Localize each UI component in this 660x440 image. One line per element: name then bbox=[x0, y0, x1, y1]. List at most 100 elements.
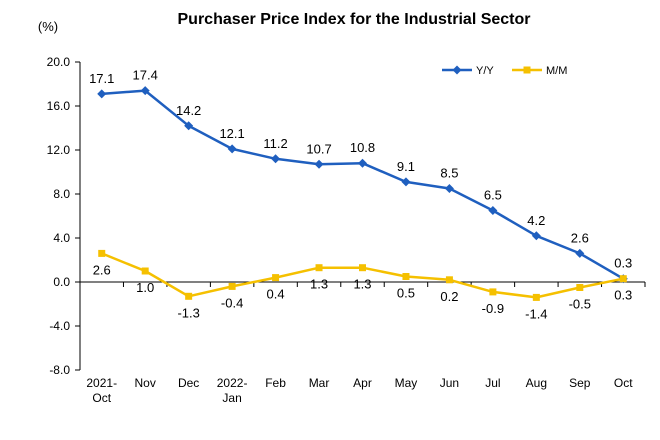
y-tick-label: 20.0 bbox=[47, 55, 71, 69]
y-tick-label: 8.0 bbox=[53, 187, 70, 201]
data-label: 10.8 bbox=[350, 140, 375, 155]
data-point-yy bbox=[452, 65, 462, 75]
y-tick-label: -4.0 bbox=[49, 319, 70, 333]
x-tick-label-line: Jan bbox=[222, 391, 241, 405]
x-tick-label: Nov bbox=[135, 376, 156, 390]
data-label: 6.5 bbox=[484, 188, 502, 203]
legend-item: M/M bbox=[512, 65, 567, 77]
data-point-mm bbox=[98, 249, 106, 257]
x-tick-label: Jul bbox=[485, 376, 500, 390]
data-point-yy bbox=[358, 158, 367, 168]
x-tick-label-line: May bbox=[395, 376, 418, 390]
x-tick-label: 2022-Jan bbox=[217, 376, 248, 405]
x-tick-label: Jun bbox=[440, 376, 459, 390]
data-point-yy bbox=[488, 206, 498, 215]
x-tick-label: Feb bbox=[265, 376, 286, 390]
data-label: 12.1 bbox=[219, 126, 244, 141]
x-tick-label-line: Mar bbox=[309, 376, 330, 390]
x-tick-label-line: Jul bbox=[485, 376, 500, 390]
data-label: -1.4 bbox=[525, 306, 547, 321]
data-label: -0.9 bbox=[482, 301, 504, 316]
axes: 20.016.012.08.04.00.0-4.0-8.02021-OctNov… bbox=[47, 55, 646, 405]
data-label: 1.3 bbox=[353, 277, 371, 292]
x-tick-label: Sep bbox=[569, 376, 591, 390]
data-label: -0.4 bbox=[221, 295, 243, 310]
data-label: 2.6 bbox=[571, 230, 589, 245]
data-label: 17.1 bbox=[89, 71, 114, 86]
chart-title: Purchaser Price Index for the Industrial… bbox=[178, 11, 531, 28]
data-point-yy bbox=[314, 159, 324, 169]
x-tick-label-line: 2021- bbox=[86, 376, 117, 390]
data-point-mm bbox=[576, 284, 584, 291]
x-tick-label-line: Sep bbox=[569, 376, 591, 390]
x-tick-label: Dec bbox=[178, 376, 199, 390]
x-tick-label-line: Aug bbox=[526, 376, 547, 390]
data-label: 1.3 bbox=[310, 277, 328, 292]
x-tick-label: Aug bbox=[526, 376, 547, 390]
x-tick-label: 2021-Oct bbox=[86, 376, 117, 405]
x-tick-label-line: 2022- bbox=[217, 376, 248, 390]
data-point-mm bbox=[315, 264, 323, 272]
legend: Y/Y M/M bbox=[442, 65, 567, 77]
x-tick-label: Apr bbox=[353, 376, 372, 390]
data-label: 0.4 bbox=[267, 287, 285, 302]
x-tick-label: Mar bbox=[309, 376, 330, 390]
data-point-yy bbox=[184, 121, 194, 131]
x-tick-label-line: Oct bbox=[92, 391, 111, 405]
data-label: 17.4 bbox=[133, 68, 158, 83]
data-point-yy bbox=[97, 89, 107, 99]
data-point-mm bbox=[272, 274, 280, 282]
x-tick-label-line: Dec bbox=[178, 376, 199, 390]
data-label: 4.2 bbox=[527, 213, 545, 228]
data-point-mm bbox=[619, 275, 627, 283]
data-point-mm bbox=[532, 293, 540, 301]
data-label: 0.5 bbox=[397, 286, 415, 301]
y-tick-label: 16.0 bbox=[47, 99, 71, 113]
x-tick-label-line: Oct bbox=[614, 376, 633, 390]
data-label: 10.7 bbox=[306, 141, 331, 156]
y-axis-unit: (%) bbox=[38, 19, 58, 34]
data-point-yy bbox=[575, 248, 585, 258]
data-label: 0.2 bbox=[440, 289, 458, 304]
legend-label: M/M bbox=[546, 65, 567, 77]
x-tick-label-line: Nov bbox=[135, 376, 156, 390]
legend-label: Y/Y bbox=[476, 65, 494, 77]
data-point-mm bbox=[359, 264, 366, 272]
data-point-mm bbox=[402, 273, 410, 280]
data-point-mm bbox=[523, 66, 531, 74]
data-point-mm bbox=[445, 276, 453, 284]
data-point-yy bbox=[531, 231, 541, 241]
data-label: 8.5 bbox=[440, 166, 458, 181]
data-label: 0.3 bbox=[614, 288, 632, 303]
data-point-mm bbox=[489, 288, 497, 296]
data-label: 1.0 bbox=[136, 280, 154, 295]
series-line bbox=[101, 89, 624, 280]
series-mm: 2.6 1.0 -1.3 -0.4 0.4 1.3 1.3 0.5 0.2 -0.9 -1.4 -0.… bbox=[93, 249, 632, 321]
data-label: 11.2 bbox=[263, 136, 287, 151]
series-layer: 17.1 17.4 14.2 12.1 11.2 10.7 10.8 9.1 8.5 6.5 4.2… bbox=[89, 68, 632, 322]
data-label: 2.6 bbox=[93, 262, 111, 277]
y-tick-label: -8.0 bbox=[49, 363, 70, 377]
data-label: 9.1 bbox=[397, 159, 415, 174]
legend-item: Y/Y bbox=[442, 65, 494, 77]
data-point-yy bbox=[227, 144, 237, 154]
y-tick-label: 4.0 bbox=[53, 231, 70, 245]
y-tick-label: 0.0 bbox=[53, 275, 70, 289]
x-tick-label: Oct bbox=[614, 376, 633, 390]
data-point-yy bbox=[444, 184, 454, 193]
series-yy: 17.1 17.4 14.2 12.1 11.2 10.7 10.8 9.1 8.5 6.5 4.2… bbox=[89, 68, 632, 284]
data-point-yy bbox=[271, 154, 281, 164]
data-label: 0.3 bbox=[614, 256, 632, 271]
x-tick-label-line: Jun bbox=[440, 376, 459, 390]
data-point-yy bbox=[140, 86, 150, 96]
y-tick-label: 12.0 bbox=[47, 143, 71, 157]
data-label: -0.5 bbox=[569, 297, 591, 312]
data-point-mm bbox=[228, 282, 236, 290]
data-point-mm bbox=[185, 292, 193, 300]
data-point-yy bbox=[401, 177, 411, 187]
data-label: -1.3 bbox=[177, 305, 199, 320]
x-tick-label-line: Feb bbox=[265, 376, 286, 390]
x-tick-label: May bbox=[395, 376, 418, 390]
data-label: 14.2 bbox=[176, 103, 201, 118]
